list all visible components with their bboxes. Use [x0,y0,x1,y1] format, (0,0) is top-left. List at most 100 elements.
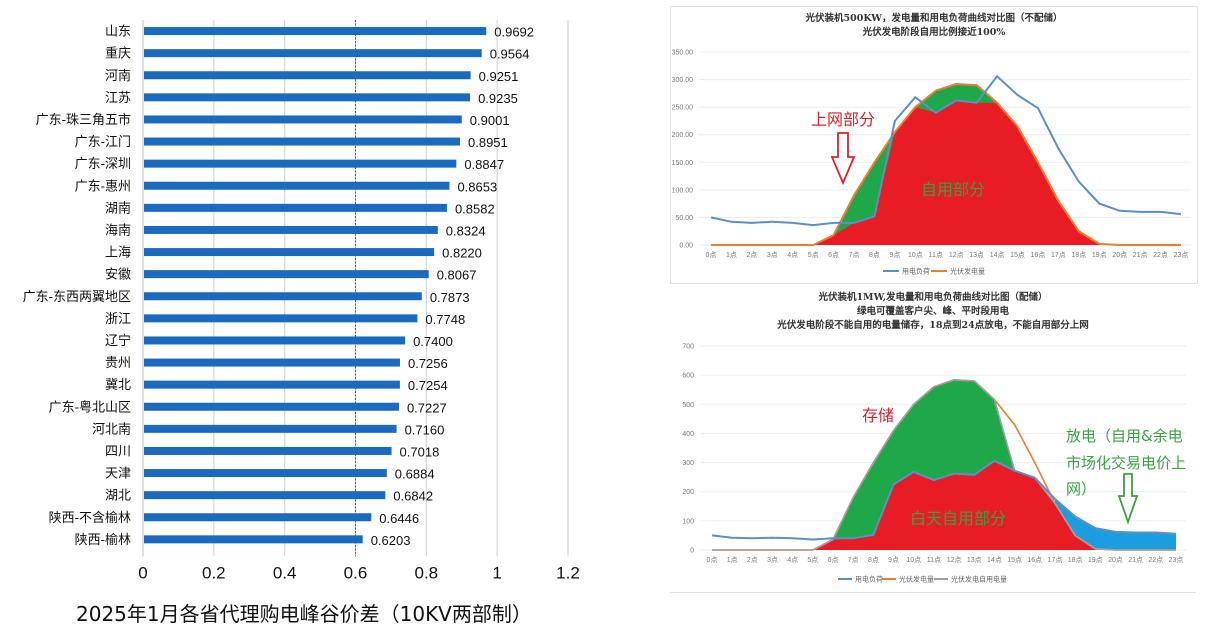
data-label: 0.9251 [479,69,519,84]
category-label: 陕西-榆林 [75,533,131,548]
pv-1mw-title: 光伏装机1MW,发电量和用电负荷曲线对比图（配储） 绿电可覆盖客户尖、峰、平时段… [670,291,1196,333]
load-line [710,74,1182,227]
bar [144,225,438,234]
data-label: 0.7748 [425,312,465,327]
data-label: 0.6446 [379,511,419,526]
x-tick-label: 1点 [727,556,738,564]
category-label: 广东-东西两翼地区 [23,290,131,305]
legend-label-pv: 光伏发电量 [899,575,934,584]
pv-1mw-title-line-3: 光伏发电阶段不能自用的电量储存，18点到24点放电，不能自用部分上网 [777,320,1089,331]
annotation-daytime-self-use: 白天自用部分 [910,509,1006,528]
annotation-self-use: 自用部分 [921,180,985,199]
category-label: 安徽 [105,268,131,283]
x-tick-label: 17点 [1051,251,1066,259]
bar [144,535,363,544]
pv-500kw-panel: 光伏装机500KW，发电量和用电负荷曲线对比图（不配储） 光伏发电阶段自用比例接… [670,6,1198,284]
category-label: 海南 [105,222,131,238]
data-label: 0.9001 [470,113,510,128]
y-tick-label: 200 [682,489,694,496]
x-tick-label: 11点 [927,556,941,564]
x-tick-label: 1点 [726,251,737,259]
x-tick-label: 11点 [929,251,943,259]
bar [144,314,418,323]
bar [144,27,487,36]
down-arrow-icon [830,132,856,186]
y-tick-label: 300 [682,460,694,467]
x-tick-label: 20点 [1108,556,1123,564]
bar [144,93,471,102]
x-tick-label: 1.2 [556,563,580,582]
bar [144,292,422,301]
x-tick-label: 18点 [1071,251,1086,259]
y-tick-label: 100 [682,518,694,525]
bar [144,358,400,367]
x-tick-label: 12点 [949,251,964,259]
x-tick-label: 6点 [828,556,839,564]
data-label: 0.8847 [464,157,504,172]
category-label: 冀北 [105,377,131,393]
category-label: 广东-深圳 [75,157,131,172]
x-tick-label: 12点 [947,556,962,564]
y-tick-label: 350.00 [672,50,694,57]
x-tick-label: 23点 [1174,251,1189,259]
data-label: 0.7400 [413,334,453,349]
x-tick-label: 4点 [787,556,798,564]
category-label: 广东-江门 [75,135,131,150]
pv-1mw-title-line-2: 绿电可覆盖客户尖、峰、平时段用电 [856,306,1009,317]
data-label: 0.9564 [490,47,530,62]
category-label: 河南 [105,68,131,84]
bar [144,181,450,190]
storage-area [712,379,1176,550]
data-label: 0.6842 [393,489,433,504]
x-tick-label: 0点 [706,251,717,259]
bar [144,115,462,124]
y-tick-label: 200.00 [672,132,694,139]
x-tick-label: 4点 [787,251,798,259]
daytime-self-use-area [712,460,1176,550]
data-label: 0.9235 [478,91,518,106]
data-label: 0.7160 [405,422,445,437]
y-tick-label: 250.00 [672,105,694,112]
category-label: 贵州 [105,356,131,371]
x-tick-label: 13点 [967,556,982,564]
category-label: 广东-珠三角五市 [36,112,131,128]
y-tick-label: 300.00 [672,77,694,84]
x-tick-label: 19点 [1092,251,1107,259]
category-label: 天津 [105,467,131,482]
bar [144,248,435,257]
data-label: 0.6203 [371,533,411,548]
x-tick-label: 16点 [1031,251,1046,259]
category-label: 四川 [105,444,131,459]
x-tick-label: 5点 [807,556,818,564]
x-tick-label: 22点 [1148,556,1163,564]
x-tick-label: 1 [492,563,501,582]
x-tick-label: 2点 [747,556,758,564]
x-tick-label: 14点 [990,251,1005,259]
data-label: 0.9692 [494,25,534,40]
x-tick-label: 20点 [1112,251,1127,259]
pv-self-use-line [712,378,1176,551]
x-tick-label: 0.6 [344,563,368,582]
x-tick-label: 0 [138,563,147,582]
data-label: 0.8582 [455,201,495,216]
load-line [711,459,1177,541]
pv-1mw-panel: 光伏装机1MW,发电量和用电负荷曲线对比图（配储） 绿电可覆盖客户尖、峰、平时段… [670,288,1196,593]
legend-label-pv: 光伏发电量 [950,267,985,276]
data-label: 0.8067 [437,268,477,283]
bar [144,402,399,411]
bar [144,270,429,279]
pv-500kw-chart: 0.00 50.00 100.00 150.00 200.00 250.00 300.00 3… [672,50,1191,276]
x-tick-label: 7点 [849,251,860,259]
x-tick-label: 9点 [889,251,900,259]
y-tick-label: 50.00 [675,215,693,222]
pv-500kw-title-line-2: 光伏发电阶段自用比例接近100% [862,27,1006,38]
data-label: 0.7227 [407,400,447,415]
bar [144,159,457,168]
pv-1mw-chart: 0 100 200 300 400 500 600 700 0点 1点 2点 3点 4点 5点 6点 7点 8点… [682,344,1186,584]
x-tick-label: 5点 [808,251,819,259]
x-tick-label: 3点 [767,251,778,259]
data-label: 0.8220 [442,246,482,261]
x-tick-label: 22点 [1153,251,1168,259]
bar [144,424,397,433]
x-tick-label: 14点 [987,556,1002,564]
